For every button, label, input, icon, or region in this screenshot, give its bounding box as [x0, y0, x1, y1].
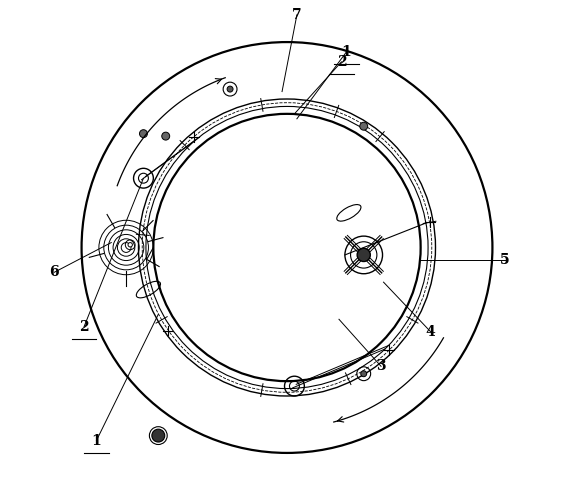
Circle shape: [360, 371, 367, 377]
Text: 2: 2: [79, 320, 89, 334]
Text: 6: 6: [49, 265, 59, 279]
Circle shape: [139, 130, 148, 138]
Text: 5: 5: [500, 253, 510, 267]
Text: 1: 1: [342, 45, 351, 59]
Circle shape: [128, 243, 133, 247]
Text: 7: 7: [292, 8, 302, 22]
Text: 4: 4: [426, 325, 436, 339]
Text: 2: 2: [336, 55, 346, 69]
Circle shape: [162, 132, 170, 140]
Circle shape: [360, 122, 368, 130]
Text: 1: 1: [91, 434, 101, 447]
Circle shape: [152, 429, 165, 442]
Circle shape: [357, 248, 370, 261]
Circle shape: [227, 86, 233, 92]
Text: 3: 3: [376, 359, 386, 373]
